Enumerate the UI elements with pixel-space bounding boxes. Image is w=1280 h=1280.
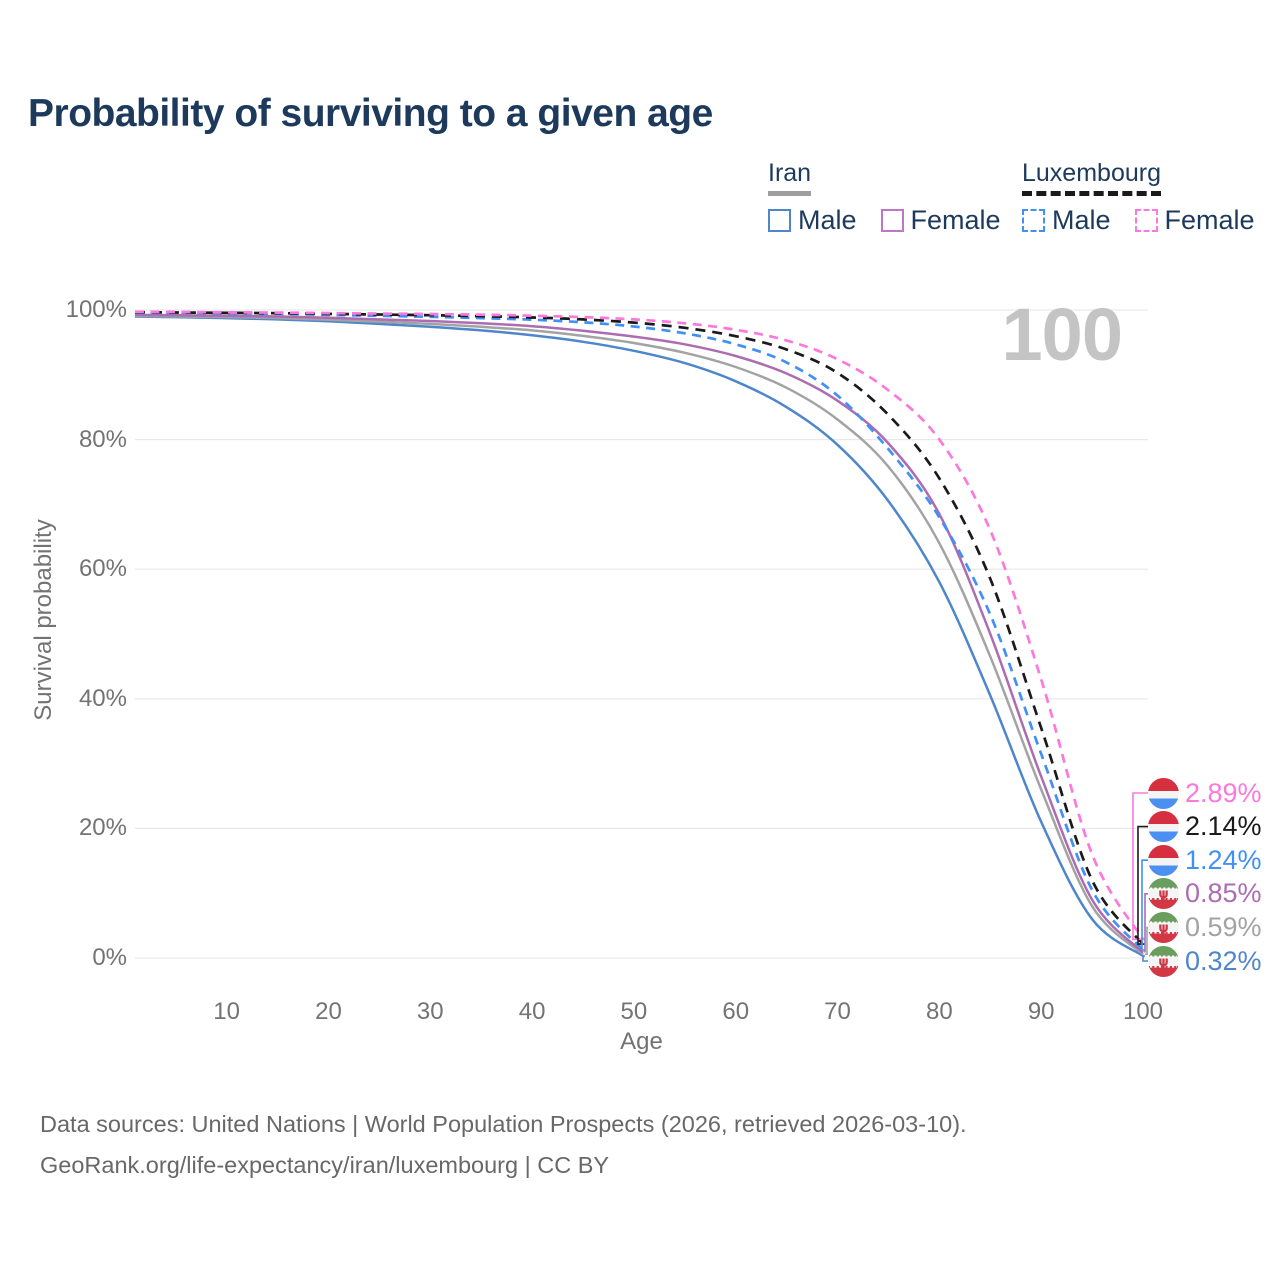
svg-text:ψ: ψ (1158, 954, 1168, 969)
chart-title: Probability of surviving to a given age (28, 92, 713, 135)
iran-flag-icon: ψ (1148, 945, 1179, 977)
connector-0.59% (1145, 926, 1148, 955)
x-tick-90: 90 (1027, 998, 1055, 1025)
footer-attribution: GeoRank.org/life-expectancy/iran/luxembo… (40, 1152, 610, 1178)
end-label-value: 0.59% (1185, 911, 1262, 942)
x-tick-70: 70 (824, 998, 851, 1025)
end-label-value: 0.32% (1185, 945, 1262, 976)
luxembourg-flag-icon (1148, 844, 1179, 876)
end-label-luxembourg-both-sexes: 2.14% (1148, 811, 1262, 843)
connector-2.14% (1137, 825, 1148, 945)
legend-group-luxembourg: Luxembourg Male Female (1022, 159, 1255, 236)
end-label-iran-both-sexes: ψ 0.59% (1148, 911, 1262, 943)
line-luxembourg-female (134, 310, 1145, 940)
svg-text:ψ: ψ (1158, 921, 1168, 936)
legend-item-luxembourg-male[interactable]: Male (1022, 205, 1111, 236)
x-tick-50: 50 (620, 998, 648, 1025)
legend-item-label: Female (910, 204, 1001, 235)
legend-heading-luxembourg: Luxembourg (1022, 159, 1161, 196)
legend-item-label: Male (1052, 204, 1111, 235)
footer-data-sources: Data sources: United Nations | World Pop… (40, 1111, 967, 1137)
luxembourg-flag-icon (1148, 811, 1179, 843)
age-counter-watermark: 100 (1001, 293, 1123, 376)
y-axis-title: Survival probability (30, 519, 57, 721)
connector-1.24% (1141, 859, 1148, 951)
iran-male-swatch-icon (768, 208, 791, 232)
line-luxembourg-male (134, 311, 1145, 951)
end-label-iran-male: ψ 0.32% (1148, 945, 1262, 977)
footer: Data sources: United Nations | World Pop… (40, 1104, 967, 1186)
connector-0.85% (1144, 893, 1148, 953)
connector-2.89% (1132, 792, 1148, 941)
y-tick-20%: 20% (78, 814, 127, 842)
legend-item-label: Male (798, 204, 857, 235)
iran-flag-icon: ψ (1148, 878, 1179, 910)
x-tick-10: 10 (213, 998, 240, 1025)
x-axis-title: Age (620, 1028, 663, 1055)
end-label-value: 2.89% (1185, 777, 1262, 808)
y-tick-40%: 40% (78, 684, 127, 712)
line-iran-male (134, 315, 1144, 957)
end-label-iran-female: ψ 0.85% (1148, 878, 1262, 910)
y-tick-80%: 80% (78, 425, 127, 453)
end-label-luxembourg-male: 1.24% (1148, 844, 1262, 876)
end-label-value: 2.14% (1185, 811, 1262, 842)
luxembourg-female-swatch-icon (1134, 208, 1158, 232)
legend-item-iran-female[interactable]: Female (880, 204, 1001, 236)
legend-item-label: Female (1164, 204, 1255, 235)
iran-female-swatch-icon (880, 208, 904, 232)
y-tick-0%: 0% (92, 944, 127, 971)
line-luxembourg-both-sexes (134, 310, 1145, 945)
y-tick-100%: 100% (65, 296, 127, 323)
line-iran-female (134, 313, 1144, 954)
x-tick-80: 80 (926, 998, 953, 1025)
legend-item-iran-male[interactable]: Male (768, 205, 857, 236)
x-tick-40: 40 (518, 998, 546, 1025)
y-tick-60%: 60% (78, 555, 127, 583)
legend-heading-iran: Iran (768, 159, 812, 196)
x-tick-20: 20 (315, 998, 342, 1025)
luxembourg-flag-icon (1148, 777, 1179, 809)
x-tick-30: 30 (416, 998, 444, 1025)
svg-text:ψ: ψ (1158, 887, 1168, 902)
x-tick-60: 60 (722, 998, 750, 1025)
x-tick-100: 100 (1122, 998, 1164, 1025)
end-label-value: 0.85% (1185, 878, 1262, 909)
connector-0.32% (1142, 955, 1148, 962)
luxembourg-male-swatch-icon (1022, 208, 1045, 232)
iran-flag-icon: ψ (1148, 911, 1179, 943)
end-label-luxembourg-female: 2.89% (1148, 777, 1262, 809)
end-label-value: 1.24% (1185, 844, 1262, 875)
legend-group-iran: Iran Male Female (768, 159, 1001, 236)
line-iran-both-sexes (134, 314, 1144, 956)
legend-item-luxembourg-female[interactable]: Female (1134, 204, 1255, 236)
